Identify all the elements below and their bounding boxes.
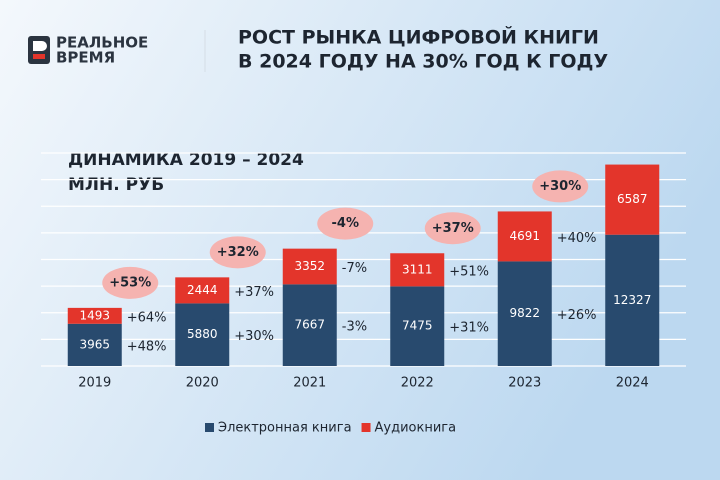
bar-segment: [605, 164, 660, 235]
value-label: 9822: [509, 306, 540, 320]
total-change-label: +53%: [109, 275, 151, 290]
chart-subtitle: ДИНАМИКА 2019 – 2024: [68, 150, 304, 170]
total-change-label: +37%: [432, 221, 474, 236]
x-tick-label: 2023: [508, 376, 541, 391]
bar-segment: [67, 323, 122, 366]
x-tick-label: 2022: [401, 376, 434, 391]
value-label: 7475: [402, 319, 433, 333]
change-bubble: [102, 266, 159, 299]
bar-segment: [175, 303, 230, 366]
change-label: +31%: [449, 321, 489, 336]
legend-swatch: [205, 423, 214, 432]
bar-segment: [605, 234, 660, 366]
chart-subtitle: МЛН. РУБ: [68, 175, 164, 195]
total-change-label: -4%: [332, 216, 359, 231]
change-label: +37%: [234, 285, 274, 300]
logo: РЕАЛЬНОЕ ВРЕМЯ: [28, 34, 148, 67]
value-label: 2444: [187, 283, 218, 297]
value-label: 12327: [613, 293, 651, 307]
bar-segment: [497, 211, 552, 262]
value-label: 6587: [617, 192, 648, 206]
value-label: 4691: [509, 229, 540, 243]
change-label: -7%: [342, 261, 367, 276]
total-change-label: +32%: [217, 245, 259, 260]
value-label: 3352: [294, 259, 325, 273]
change-label: +40%: [557, 231, 597, 246]
logo-icon-shape: [33, 41, 47, 51]
change-label: +26%: [557, 308, 597, 323]
value-label: 7667: [294, 318, 325, 332]
x-tick-label: 2024: [616, 376, 649, 391]
change-bubble: [424, 212, 481, 245]
logo-text: ВРЕМЯ: [56, 49, 115, 67]
change-label: -3%: [342, 320, 367, 335]
bar-segment: [282, 248, 337, 285]
x-tick-label: 2020: [186, 376, 219, 391]
chart-title: В 2024 ГОДУ НА 30% ГОД К ГОДУ: [238, 51, 608, 73]
value-label: 5880: [187, 327, 218, 341]
bar-segment: [282, 284, 337, 366]
change-label: +48%: [127, 339, 167, 354]
logo-icon-accent: [33, 54, 45, 59]
bar-segment: [390, 253, 445, 287]
x-tick-label: 2019: [78, 376, 111, 391]
value-label: 3111: [402, 262, 433, 276]
logo-text: РЕАЛЬНОЕ: [56, 34, 148, 52]
legend-swatch: [361, 423, 371, 432]
change-bubble: [209, 236, 266, 269]
bar-segment: [67, 307, 122, 324]
legend-label: Электронная книга: [218, 421, 352, 436]
x-tick-label: 2021: [293, 376, 326, 391]
total-change-label: +30%: [539, 179, 581, 194]
change-bubble: [532, 170, 589, 203]
change-label: +51%: [449, 264, 489, 279]
value-label: 1493: [79, 308, 110, 322]
change-label: +64%: [127, 310, 167, 325]
bar-segment: [175, 277, 230, 304]
bar-segment: [497, 261, 552, 366]
value-label: 3965: [79, 337, 110, 351]
legend-label: Аудиокнига: [375, 421, 457, 436]
chart-title: РОСТ РЫНКА ЦИФРОВОЙ КНИГИ: [238, 26, 599, 49]
change-label: +30%: [234, 329, 274, 344]
bar-segment: [390, 286, 445, 366]
change-bubble: [317, 207, 374, 240]
